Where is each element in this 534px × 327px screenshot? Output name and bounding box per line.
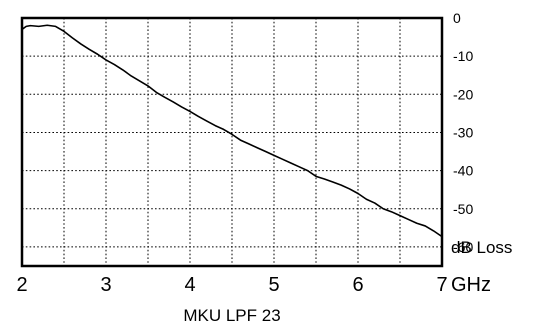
y-tick-label: -50 — [453, 201, 473, 217]
grid — [22, 18, 442, 266]
x-axis-label: GHz — [451, 274, 491, 296]
series-line — [21, 24, 443, 238]
y-tick-label: 0 — [453, 10, 461, 26]
y-axis-label: dB Loss — [451, 238, 512, 257]
x-tick-label: 7 — [436, 274, 447, 296]
y-tick-label: -10 — [453, 48, 473, 64]
y-tick-label: -30 — [453, 124, 473, 140]
y-tick-label: -20 — [453, 86, 473, 102]
plot-frame — [20, 16, 444, 268]
y-tick-label: -40 — [453, 163, 473, 179]
x-tick-label: 6 — [352, 274, 363, 296]
y-axis-ticks: 0 -10 -20 -30 -40 -50 -60 — [453, 10, 473, 255]
x-tick-label: 3 — [100, 274, 111, 296]
y-tick-label: -60 — [453, 239, 473, 255]
series-layer — [21, 24, 443, 238]
x-tick-label: 4 — [184, 274, 195, 296]
x-tick-label: 5 — [268, 274, 279, 296]
x-axis-ticks: 2 3 4 5 6 7 — [16, 274, 447, 296]
chart-caption: MKU LPF 23 — [183, 306, 280, 325]
x-tick-label: 2 — [16, 274, 27, 296]
